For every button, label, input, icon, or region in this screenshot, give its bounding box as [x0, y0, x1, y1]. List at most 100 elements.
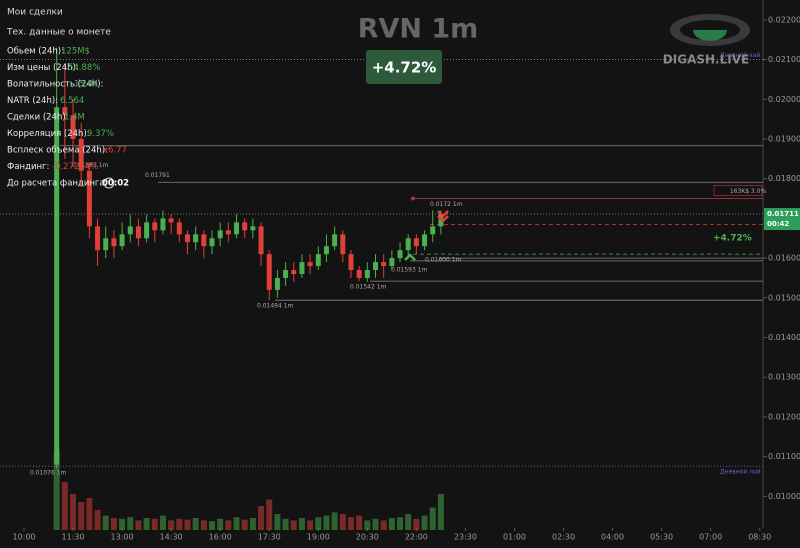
- volume-bar: [110, 518, 117, 530]
- candle-body: [225, 230, 231, 235]
- level-label: 0.01494 1m: [257, 303, 294, 310]
- volume-bar: [323, 515, 330, 530]
- volume-bar: [372, 518, 379, 530]
- candle-body: [381, 262, 387, 267]
- volume-bar: [78, 502, 85, 530]
- price-tag: [764, 208, 800, 231]
- candle-body: [242, 222, 248, 231]
- y-tick-label: 0.01600: [768, 254, 800, 263]
- volume-bar: [266, 499, 273, 530]
- x-tick-label: 20:30: [356, 533, 379, 542]
- candle-body: [111, 238, 117, 247]
- stat-label: Корреляция (24h):: [7, 129, 90, 139]
- candle-body: [86, 170, 92, 227]
- candle-body: [193, 234, 199, 243]
- candle-body: [307, 262, 313, 267]
- candle-body: [348, 254, 354, 271]
- stat-value: 6.564: [60, 96, 84, 106]
- volume-bar: [176, 518, 183, 530]
- volume-bar: [225, 520, 232, 530]
- x-tick-label: 11:30: [61, 533, 84, 542]
- x-tick-label: 08:30: [748, 533, 771, 542]
- volume-bar: [61, 482, 68, 530]
- volume-bar: [192, 518, 199, 530]
- menu-item[interactable]: Тех. данные о монете: [6, 28, 111, 38]
- help-icon[interactable]: [103, 177, 115, 189]
- y-tick-label: 0.01800: [768, 174, 800, 183]
- level-label: 0.0172 1m: [430, 201, 463, 208]
- y-tick-label: 0.01100: [768, 452, 800, 461]
- x-tick-label: 22:00: [405, 533, 428, 542]
- candle-body: [217, 230, 223, 239]
- candle-body: [250, 226, 256, 231]
- volume-bar: [331, 512, 338, 530]
- volume-bar: [233, 517, 240, 530]
- candle-body: [144, 222, 150, 239]
- x-tick-label: 02:30: [552, 533, 575, 542]
- volume-bar: [102, 515, 109, 530]
- candle-body: [430, 226, 436, 235]
- volume-bar: [421, 515, 428, 530]
- volume-bar: [127, 517, 134, 530]
- candle-body: [283, 270, 289, 278]
- volume-bar: [282, 518, 289, 530]
- candle-body: [62, 107, 68, 116]
- volume-bar: [429, 507, 436, 530]
- volume-bar: [159, 515, 166, 530]
- x-tick-label: 23:30: [454, 533, 477, 542]
- candle-body: [78, 138, 84, 171]
- candle-body: [234, 222, 240, 235]
- candle-body: [332, 234, 338, 247]
- sell-marker: [437, 210, 449, 223]
- level-label: 0.01791: [145, 172, 170, 179]
- volume-bar: [405, 514, 412, 530]
- stat-label: Фандинг:: [7, 162, 49, 172]
- stat-value: 15.04: [74, 80, 98, 90]
- orderbook-box: [713, 185, 763, 196]
- stat-value: 00:02: [102, 179, 129, 189]
- candle-body: [258, 226, 264, 255]
- candle-body: [315, 254, 321, 267]
- candle-body: [291, 270, 297, 274]
- buy-marker: [404, 253, 416, 261]
- price-tag-timer: 00:42: [767, 220, 789, 228]
- volume-bar: [143, 518, 150, 530]
- chart-title: RVN 1m: [358, 14, 479, 45]
- candle-body: [389, 258, 395, 267]
- x-tick-label: 10:00: [12, 533, 35, 542]
- candle-body: [266, 254, 272, 290]
- volume-bar: [339, 514, 346, 530]
- volume-bar: [200, 520, 207, 530]
- stat-value: -0.27234%: [52, 162, 98, 172]
- logo-text: DIGASH.LIVE: [663, 53, 749, 67]
- x-tick-label: 13:00: [111, 533, 134, 542]
- level-label: 0.01076 1m: [30, 470, 67, 477]
- volume-bar: [307, 520, 314, 530]
- level-label: 163K$ 3.0%: [730, 188, 767, 195]
- volume-bar: [364, 520, 371, 530]
- price-tag-value: 0.01711: [767, 210, 799, 218]
- volume-bar: [397, 517, 404, 530]
- y-tick-label: 0.02000: [768, 95, 800, 104]
- x-tick-label: 05:30: [650, 533, 673, 542]
- y-tick-label: 0.01300: [768, 373, 800, 382]
- volume-bar: [413, 518, 420, 530]
- logo: DIGASH.LIVE: [663, 14, 750, 67]
- volume-bar: [274, 514, 281, 530]
- stat-label: Волатильность (24h):: [7, 80, 103, 90]
- volume-bar: [347, 517, 354, 530]
- stat-label: Сделки (24h):: [7, 113, 69, 123]
- candle-body: [356, 270, 362, 278]
- volume-bar: [380, 520, 387, 530]
- candle-body: [209, 238, 215, 247]
- candle-body: [274, 277, 280, 290]
- stat-label: До расчета фандинга:: [7, 179, 107, 189]
- change-label: +4.72%: [713, 234, 752, 244]
- menu-item[interactable]: Мои сделки: [7, 8, 63, 18]
- candle-body: [135, 226, 141, 239]
- volume-bar: [70, 494, 77, 530]
- stat-label: Всплеск объема (24h):: [7, 146, 108, 156]
- candle-body: [397, 250, 403, 259]
